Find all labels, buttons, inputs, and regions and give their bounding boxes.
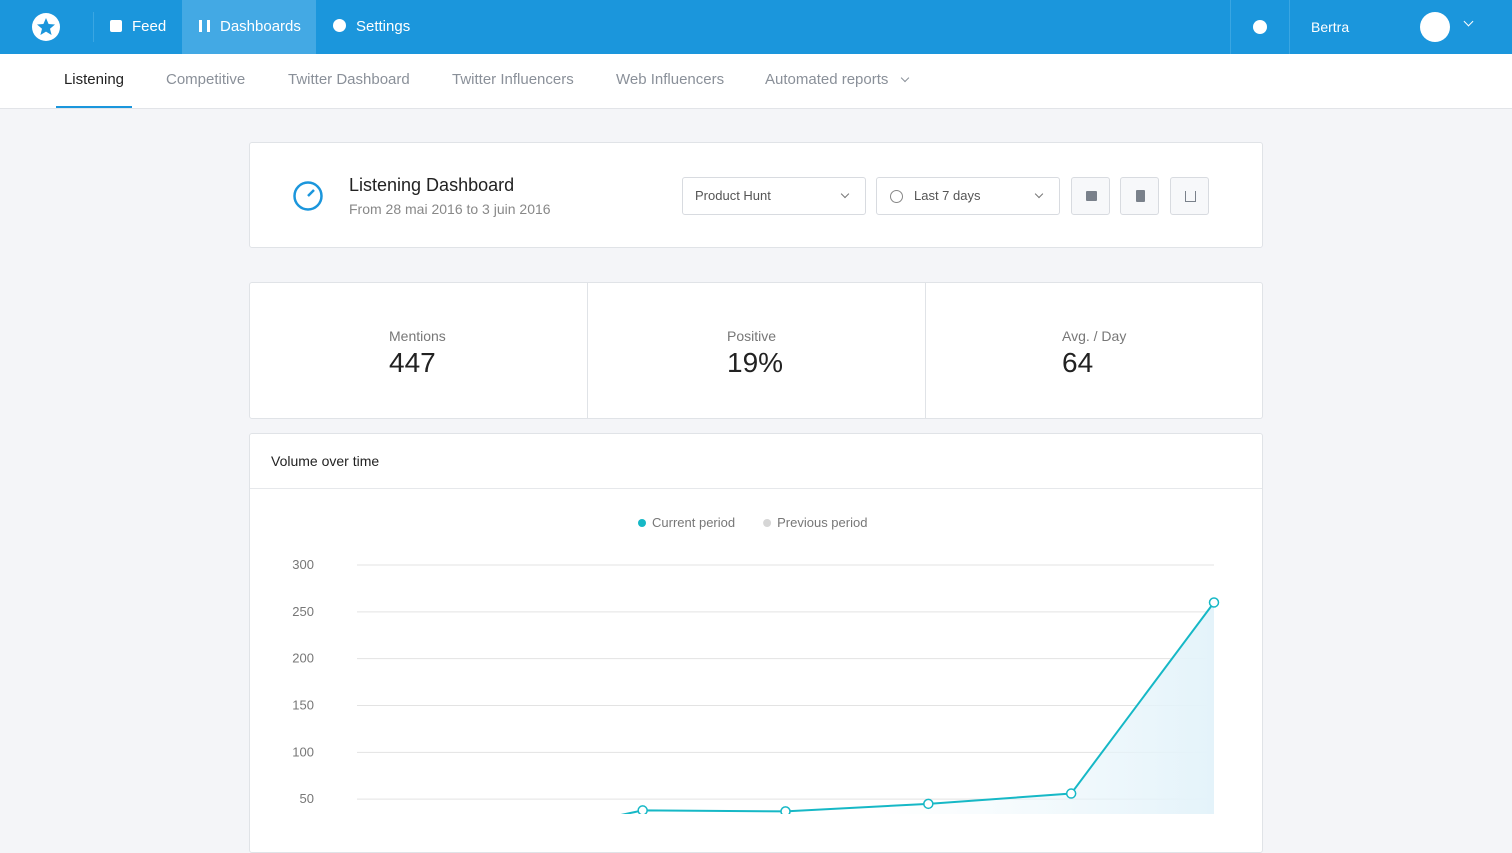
nav-label[interactable]: Settings bbox=[356, 18, 411, 35]
gauge-icon bbox=[293, 181, 323, 211]
stat-value: 64 bbox=[1062, 347, 1094, 378]
stat-label: Mentions bbox=[389, 328, 446, 344]
stats-card: Mentions 447 Positive 19% Avg. / Day 64 bbox=[249, 282, 1263, 419]
tab[interactable]: Twitter Influencers bbox=[452, 71, 574, 88]
chart-title: Volume over time bbox=[271, 453, 380, 469]
nav-feed[interactable]: Feed bbox=[110, 0, 166, 54]
chart: 50 100 150 200 250 300 Current period Previous … bbox=[292, 515, 1220, 814]
tab[interactable]: Automated reports bbox=[765, 71, 889, 88]
point bbox=[1208, 597, 1220, 608]
legend-marker bbox=[763, 519, 772, 527]
help-icon[interactable] bbox=[1253, 20, 1267, 34]
chart-card: Volume over time bbox=[249, 433, 1263, 853]
nav-dashboards[interactable]: Dashboards bbox=[182, 0, 316, 54]
stat: Positive 19% bbox=[588, 283, 926, 419]
download-button[interactable] bbox=[1170, 177, 1209, 215]
legend-label: Current period bbox=[652, 515, 735, 530]
dashboard-title: Listening Dashboard bbox=[349, 175, 515, 195]
nav-label[interactable]: Dashboards bbox=[220, 18, 301, 35]
user-name[interactable]: Bertra bbox=[1311, 19, 1350, 35]
stat: Mentions 447 bbox=[250, 283, 588, 419]
source-select[interactable]: Product Hunt bbox=[682, 177, 866, 215]
stat-label: Avg. / Day bbox=[1062, 328, 1127, 344]
tab-bar: Listening Competitive Twitter Dashboard … bbox=[0, 54, 1512, 109]
dashboard-subtitle: From 28 mai 2016 to 3 juin 2016 bbox=[349, 201, 551, 217]
point bbox=[923, 798, 934, 810]
tab[interactable]: Web Influencers bbox=[616, 71, 725, 88]
select-label[interactable]: Last 7 days bbox=[914, 188, 981, 203]
legend-label: Previous period bbox=[777, 515, 867, 530]
y-tick-label: 100 bbox=[292, 744, 314, 759]
stat-value: 447 bbox=[389, 347, 436, 378]
stat-value: 19% bbox=[727, 347, 784, 378]
point bbox=[780, 806, 791, 814]
legend-marker bbox=[638, 519, 646, 527]
avatar[interactable] bbox=[1420, 12, 1450, 42]
y-tick-label: 300 bbox=[292, 557, 314, 572]
logo[interactable] bbox=[31, 12, 61, 42]
y-tick-label: 50 bbox=[300, 791, 314, 806]
point bbox=[1065, 788, 1077, 799]
nav-settings[interactable]: Settings bbox=[333, 0, 410, 54]
period-select[interactable]: Last 7 days bbox=[876, 177, 1060, 215]
pdf-button[interactable] bbox=[1120, 177, 1159, 215]
top-bar: Feed Dashboards Settings Bertra bbox=[0, 0, 1512, 54]
y-tick-label: 250 bbox=[292, 604, 314, 619]
header-card: Listening Dashboard From 28 mai 2016 to … bbox=[249, 142, 1263, 248]
point bbox=[637, 805, 648, 814]
select-label[interactable]: Product Hunt bbox=[695, 188, 771, 203]
tab[interactable]: Listening bbox=[56, 54, 132, 108]
stat-label: Positive bbox=[727, 328, 777, 344]
stat: Avg. / Day 64 bbox=[926, 283, 1264, 419]
tab[interactable]: Competitive bbox=[166, 71, 246, 88]
image-button[interactable] bbox=[1071, 177, 1110, 215]
tab[interactable]: Twitter Dashboard bbox=[288, 71, 410, 88]
nav-label[interactable]: Feed bbox=[132, 18, 167, 35]
y-tick-label: 150 bbox=[292, 698, 314, 713]
y-tick-label: 200 bbox=[292, 651, 314, 666]
area bbox=[625, 602, 1214, 814]
